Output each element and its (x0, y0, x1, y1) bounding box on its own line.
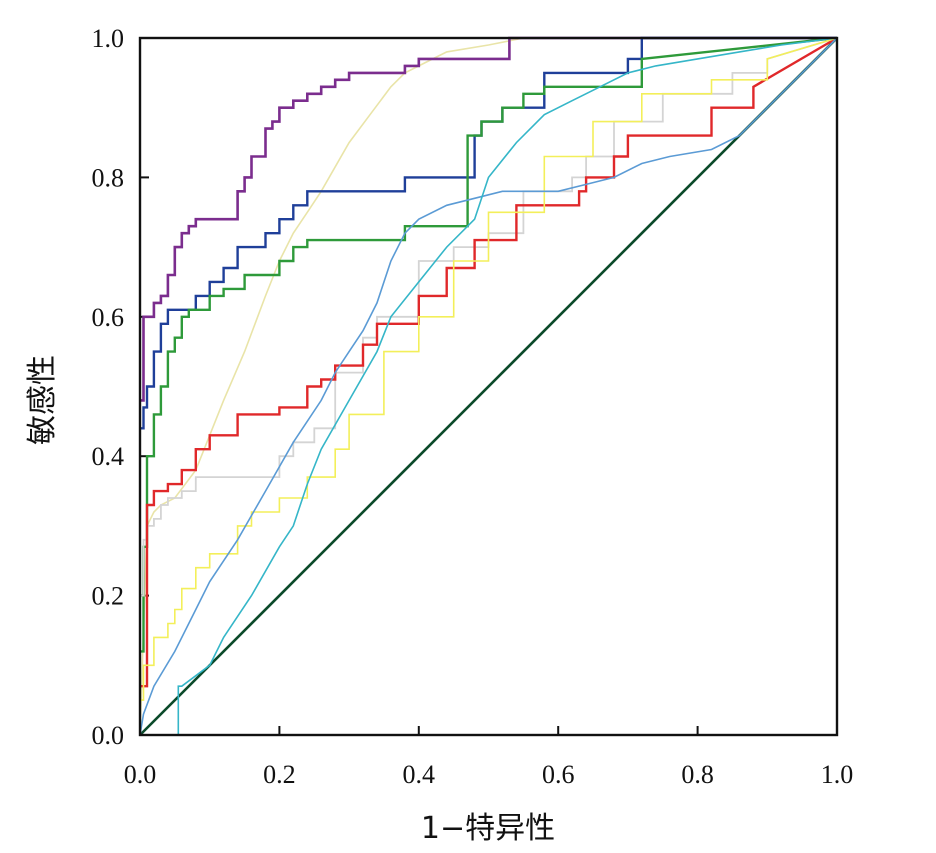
x-tick-label: 0.0 (124, 760, 157, 789)
x-tick-label: 0.8 (681, 760, 714, 789)
y-axis-title: 敏感性 (25, 355, 60, 445)
x-tick-label: 0.6 (542, 760, 575, 789)
x-tick-label: 1.0 (821, 760, 854, 789)
x-tick-label: 0.2 (263, 760, 296, 789)
y-tick-label: 0.8 (92, 163, 125, 192)
plot-frame (138, 36, 839, 737)
roc-curve-9 (139, 37, 838, 736)
tick-labels: 0.0 0.2 0.4 0.6 0.8 1.0 0.0 0.2 0.4 0.6 0.8 1.0 (92, 24, 854, 789)
roc-curve-3 (140, 36, 837, 402)
x-axis-title: 1−特异性 (421, 811, 555, 846)
y-tick-label: 0.2 (92, 582, 125, 611)
y-tick-label: 0.0 (92, 721, 125, 750)
series-group (139, 36, 838, 736)
y-tick-label: 0.6 (92, 303, 125, 332)
roc-curve-10 (177, 37, 838, 735)
y-tick-label: 0.4 (92, 442, 125, 471)
x-tick-label: 0.4 (403, 760, 436, 789)
y-tick-label: 1.0 (92, 24, 125, 53)
roc-curve-8 (140, 37, 838, 701)
roc-curve-1 (139, 37, 838, 736)
roc-curve-7 (140, 36, 838, 688)
roc-curve-5 (140, 36, 838, 653)
